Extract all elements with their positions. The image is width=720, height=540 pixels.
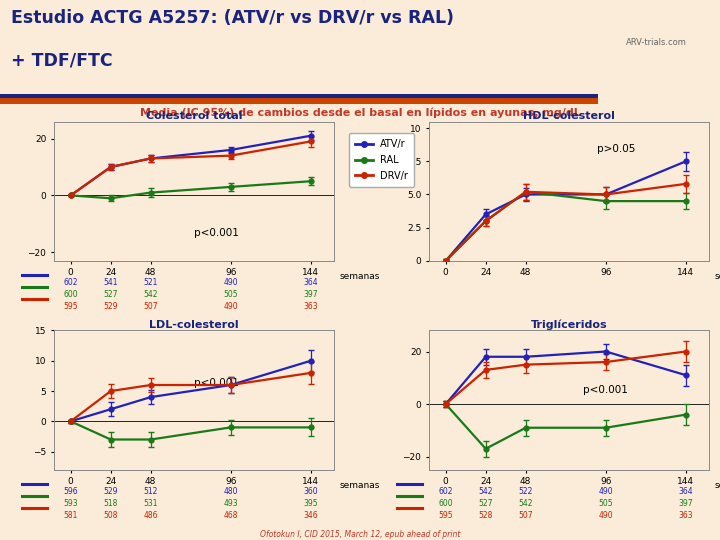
Text: 593: 593: [63, 499, 78, 508]
Text: 600: 600: [63, 290, 78, 299]
Text: p<0.001: p<0.001: [583, 385, 628, 395]
Text: 596: 596: [63, 487, 78, 496]
Text: 364: 364: [678, 487, 693, 496]
Text: + TDF/FTC: + TDF/FTC: [11, 52, 112, 70]
Text: 528: 528: [479, 511, 493, 520]
Text: 602: 602: [63, 278, 78, 287]
Text: 395: 395: [304, 499, 318, 508]
Legend: ATV/r, RAL, DRV/r: ATV/r, RAL, DRV/r: [349, 133, 414, 187]
Text: 493: 493: [223, 499, 238, 508]
Text: 529: 529: [104, 487, 118, 496]
Text: 602: 602: [438, 487, 453, 496]
Text: 468: 468: [223, 511, 238, 520]
Text: 346: 346: [304, 511, 318, 520]
Text: 542: 542: [143, 290, 158, 299]
Text: 490: 490: [598, 487, 613, 496]
Text: 508: 508: [104, 511, 118, 520]
Text: Ofotokun I, CID 2015, March 12, epub ahead of print: Ofotokun I, CID 2015, March 12, epub ahe…: [260, 530, 460, 539]
Text: 363: 363: [304, 302, 318, 311]
Text: p<0.001: p<0.001: [194, 378, 239, 388]
Text: 529: 529: [104, 302, 118, 311]
Text: p>0.05: p>0.05: [597, 144, 636, 154]
Text: 527: 527: [479, 499, 493, 508]
Text: 397: 397: [304, 290, 318, 299]
Text: 360: 360: [304, 487, 318, 496]
Text: 486: 486: [143, 511, 158, 520]
Text: semanas: semanas: [715, 481, 720, 490]
Text: 521: 521: [143, 278, 158, 287]
Text: 505: 505: [223, 290, 238, 299]
Text: 595: 595: [63, 302, 78, 311]
Text: 364: 364: [304, 278, 318, 287]
Text: 518: 518: [104, 499, 118, 508]
Text: 541: 541: [104, 278, 118, 287]
Text: semanas: semanas: [340, 481, 380, 490]
Text: 542: 542: [479, 487, 493, 496]
Text: 595: 595: [438, 511, 453, 520]
Text: 507: 507: [518, 511, 533, 520]
Text: ARV-trials.com: ARV-trials.com: [626, 38, 688, 47]
Text: 490: 490: [223, 278, 238, 287]
Text: semanas: semanas: [715, 272, 720, 281]
Text: 512: 512: [143, 487, 158, 496]
Text: 480: 480: [223, 487, 238, 496]
Text: 581: 581: [63, 511, 78, 520]
Title: LDL-colesterol: LDL-colesterol: [149, 320, 239, 330]
Text: 600: 600: [438, 499, 453, 508]
Text: Estudio ACTG A5257: (ATV/r vs DRV/r vs RAL): Estudio ACTG A5257: (ATV/r vs DRV/r vs R…: [11, 10, 454, 28]
Title: Colesterol total: Colesterol total: [146, 111, 243, 121]
Text: 490: 490: [598, 511, 613, 520]
Text: 397: 397: [678, 499, 693, 508]
Text: 531: 531: [143, 499, 158, 508]
Text: 527: 527: [104, 290, 118, 299]
Text: 542: 542: [518, 499, 533, 508]
Text: 505: 505: [598, 499, 613, 508]
Text: 507: 507: [143, 302, 158, 311]
Title: HDL-colesterol: HDL-colesterol: [523, 111, 615, 121]
Text: p<0.001: p<0.001: [194, 228, 239, 238]
Title: Triglíceridos: Triglíceridos: [531, 319, 608, 330]
Text: 522: 522: [518, 487, 533, 496]
Text: Media (IC 95%) de cambios desde el basal en lípidos en ayunas, mg/dL: Media (IC 95%) de cambios desde el basal…: [140, 107, 580, 118]
Text: 363: 363: [678, 511, 693, 520]
Text: semanas: semanas: [340, 272, 380, 281]
Text: 490: 490: [223, 302, 238, 311]
